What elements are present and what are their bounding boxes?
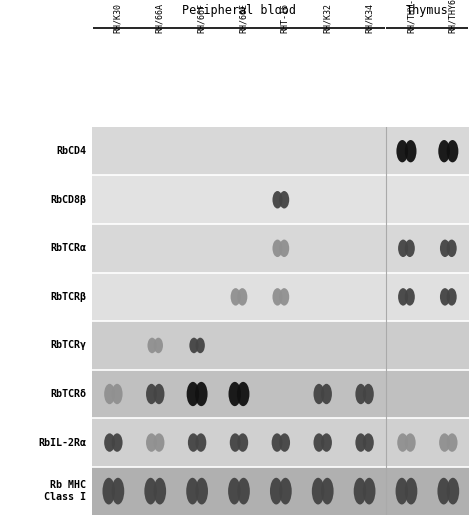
Text: Rb MHC
Class I: Rb MHC Class I — [44, 480, 86, 502]
Ellipse shape — [356, 434, 366, 452]
Ellipse shape — [104, 434, 115, 452]
Text: RH/66A: RH/66A — [155, 3, 164, 33]
Ellipse shape — [195, 382, 208, 406]
Ellipse shape — [188, 434, 199, 452]
Ellipse shape — [279, 288, 289, 306]
Ellipse shape — [356, 384, 366, 404]
Ellipse shape — [396, 478, 408, 505]
Ellipse shape — [145, 478, 157, 505]
Ellipse shape — [313, 384, 324, 404]
Ellipse shape — [112, 384, 123, 404]
Text: RH/THY66A: RH/THY66A — [448, 0, 457, 33]
Ellipse shape — [230, 434, 241, 452]
Ellipse shape — [405, 478, 417, 505]
Ellipse shape — [321, 478, 334, 505]
Text: RH/K30: RH/K30 — [113, 3, 122, 33]
Ellipse shape — [440, 239, 450, 257]
Text: RbTCRγ: RbTCRγ — [50, 340, 86, 351]
Ellipse shape — [228, 478, 241, 505]
Text: RbCD4: RbCD4 — [56, 146, 86, 156]
Text: Thymus: Thymus — [406, 4, 449, 17]
Bar — [92, 321, 469, 370]
Ellipse shape — [102, 478, 115, 505]
Ellipse shape — [273, 191, 283, 208]
Ellipse shape — [270, 478, 283, 505]
Ellipse shape — [237, 478, 250, 505]
Ellipse shape — [154, 384, 164, 404]
Bar — [92, 176, 469, 224]
Ellipse shape — [363, 434, 374, 452]
Ellipse shape — [195, 434, 206, 452]
Ellipse shape — [228, 382, 241, 406]
Ellipse shape — [146, 384, 157, 404]
Ellipse shape — [313, 434, 324, 452]
Text: RbTCRα: RbTCRα — [50, 243, 86, 253]
Ellipse shape — [321, 384, 332, 404]
Ellipse shape — [279, 191, 289, 208]
Ellipse shape — [154, 478, 166, 505]
Bar — [92, 272, 469, 321]
Text: RHT-16: RHT-16 — [281, 3, 290, 33]
Ellipse shape — [189, 338, 199, 353]
Ellipse shape — [237, 288, 247, 306]
Text: RH/K34: RH/K34 — [365, 3, 374, 33]
Ellipse shape — [405, 239, 415, 257]
Ellipse shape — [398, 288, 408, 306]
Text: RbIL-2Rα: RbIL-2Rα — [38, 438, 86, 448]
Ellipse shape — [112, 434, 123, 452]
Text: RbTCRβ: RbTCRβ — [50, 292, 86, 302]
Ellipse shape — [363, 384, 374, 404]
Bar — [92, 224, 469, 272]
Ellipse shape — [196, 338, 205, 353]
Ellipse shape — [187, 382, 199, 406]
Bar — [92, 127, 469, 176]
Ellipse shape — [447, 478, 459, 505]
Ellipse shape — [447, 239, 456, 257]
Ellipse shape — [447, 434, 457, 452]
Ellipse shape — [396, 140, 408, 162]
Ellipse shape — [272, 434, 283, 452]
Ellipse shape — [405, 434, 416, 452]
Ellipse shape — [405, 288, 415, 306]
Text: Peripheral blood: Peripheral blood — [182, 4, 296, 17]
Ellipse shape — [440, 288, 450, 306]
Ellipse shape — [398, 239, 408, 257]
Ellipse shape — [438, 140, 450, 162]
Text: RH/K32: RH/K32 — [323, 3, 332, 33]
Bar — [92, 419, 469, 467]
Ellipse shape — [154, 338, 163, 353]
Ellipse shape — [273, 288, 283, 306]
Ellipse shape — [279, 239, 289, 257]
Ellipse shape — [279, 434, 290, 452]
Ellipse shape — [273, 239, 283, 257]
Ellipse shape — [195, 478, 208, 505]
Ellipse shape — [312, 478, 324, 505]
Ellipse shape — [363, 478, 375, 505]
Ellipse shape — [104, 384, 115, 404]
Text: RbTCRδ: RbTCRδ — [50, 389, 86, 399]
Ellipse shape — [354, 478, 366, 505]
Bar — [92, 467, 469, 515]
Text: RH/66F: RH/66F — [197, 3, 206, 33]
Ellipse shape — [405, 140, 417, 162]
Ellipse shape — [237, 382, 249, 406]
Ellipse shape — [112, 478, 124, 505]
Ellipse shape — [447, 288, 456, 306]
Ellipse shape — [397, 434, 408, 452]
Ellipse shape — [230, 288, 241, 306]
Bar — [92, 370, 469, 419]
Ellipse shape — [186, 478, 199, 505]
Ellipse shape — [447, 140, 458, 162]
Text: RH/THY-2: RH/THY-2 — [406, 0, 415, 33]
Ellipse shape — [279, 478, 292, 505]
Ellipse shape — [438, 478, 450, 505]
Ellipse shape — [154, 434, 164, 452]
Ellipse shape — [147, 338, 157, 353]
Ellipse shape — [321, 434, 332, 452]
Text: RH/66E: RH/66E — [239, 3, 248, 33]
Ellipse shape — [439, 434, 450, 452]
Ellipse shape — [146, 434, 157, 452]
Ellipse shape — [237, 434, 248, 452]
Text: RbCD8β: RbCD8β — [50, 195, 86, 205]
